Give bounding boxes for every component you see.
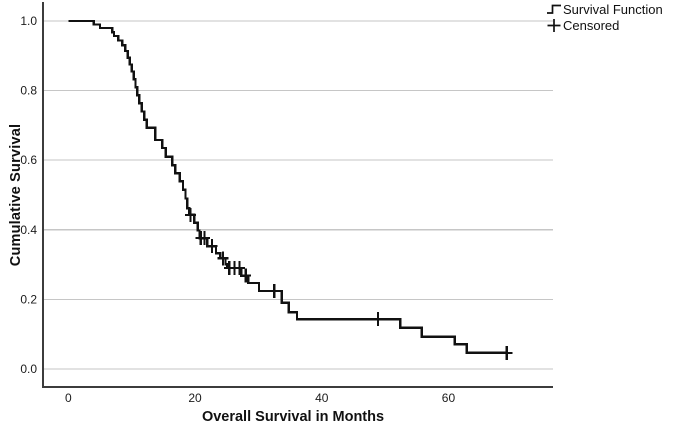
censored-mark [233, 261, 245, 276]
legend-label-censored: Censored [563, 18, 620, 33]
legend-item-censored: Censored [546, 18, 663, 33]
censored-mark [217, 251, 229, 266]
x-tick-label: 0 [65, 391, 72, 405]
step-line-icon [547, 4, 561, 14]
censored-mark [185, 207, 197, 222]
censored-mark [206, 239, 218, 254]
x-axis-title: Overall Survival in Months [201, 409, 385, 425]
x-tick-label: 40 [315, 391, 329, 405]
plus-marker-icon [547, 19, 561, 32]
y-tick-label: 1.0 [20, 14, 37, 28]
y-tick-label: 0.0 [20, 362, 37, 376]
legend-label-survival-function: Survival Function [563, 2, 663, 17]
censored-mark [199, 231, 211, 246]
x-tick-label: 60 [442, 391, 456, 405]
censored-mark [372, 312, 384, 327]
y-tick-label: 0.6 [20, 153, 37, 167]
y-tick-label: 0.2 [20, 292, 37, 306]
survival-curve [68, 19, 509, 355]
legend: Survival Function Censored [546, 2, 663, 33]
y-axis-title: Cumulative Survival [8, 123, 24, 267]
y-tick-label: 0.8 [20, 84, 37, 98]
y-tick-label: 0.4 [20, 223, 37, 237]
censored-mark [501, 345, 513, 360]
censored-mark [268, 283, 280, 298]
x-tick-label: 20 [188, 391, 202, 405]
censored-mark [240, 268, 252, 283]
legend-item-survival-function: Survival Function [546, 2, 663, 17]
